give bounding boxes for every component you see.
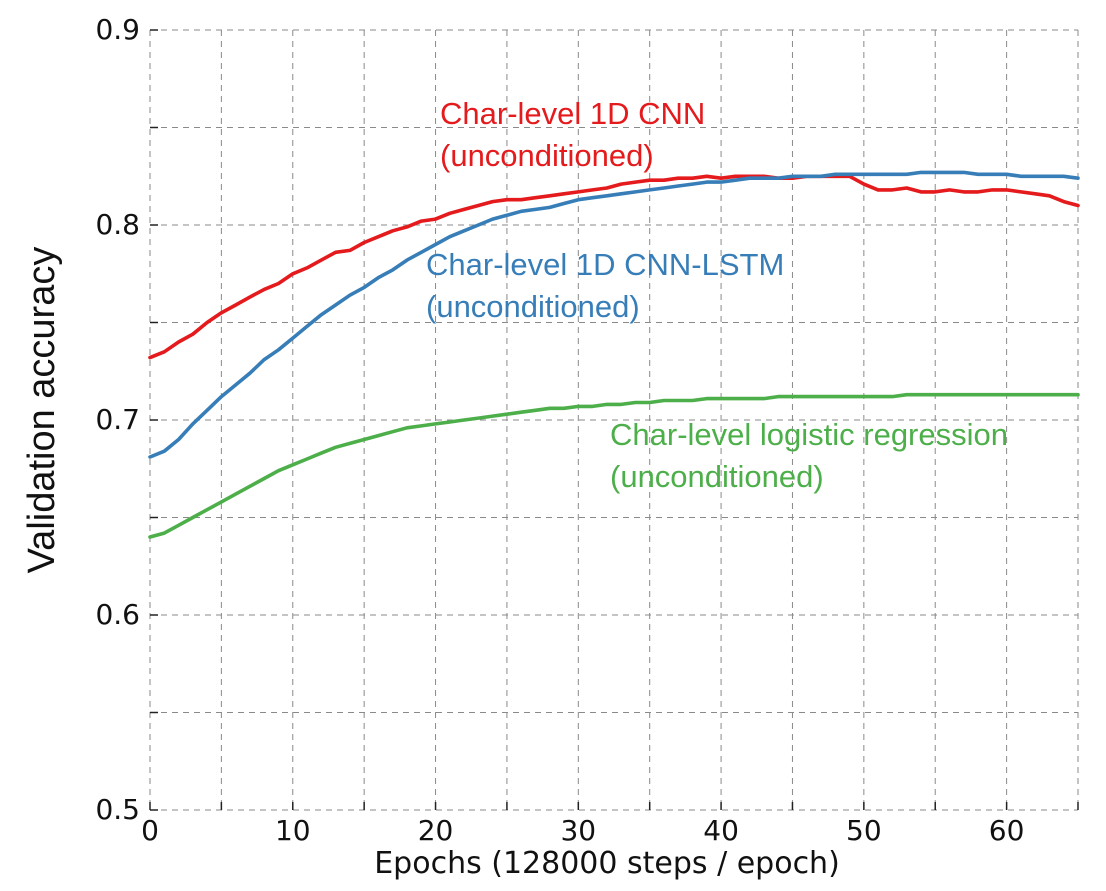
x-tick-label: 20 [418,814,454,847]
x-tick-label: 60 [989,814,1025,847]
y-tick-label: 0.5 [95,793,140,826]
y-tick-label: 0.8 [95,208,140,241]
series-line-cnn [148,174,1080,360]
series-label-cnn-lstm: Char-level 1D CNN-LSTM (unconditioned) [426,247,793,324]
series-lines [148,170,1080,539]
x-tick-label: 10 [275,814,311,847]
series-label-logreg: Char-level logistic regression (uncondit… [610,417,1017,494]
y-tick-label: 0.7 [95,403,140,436]
series-label-cnn-line2: (unconditioned) [440,138,654,173]
axis-ticks [149,29,1079,811]
series-label-cnn-line1: Char-level 1D CNN [440,96,705,131]
x-tick-label: 30 [560,814,596,847]
tick-labels: 0 10 20 30 40 50 60 0.5 0.6 0.7 0.8 0.9 [95,13,1024,847]
x-axis-title: Epochs (128000 steps / epoch) [374,846,840,881]
x-tick-label: 0 [141,814,159,847]
y-tick-label: 0.6 [95,598,140,631]
series-label-logreg-line1: Char-level logistic regression [610,417,1008,452]
series-label-cnn: Char-level 1D CNN (unconditioned) [440,96,714,173]
series-line-cnn-lstm [148,170,1080,459]
x-tick-label: 40 [703,814,739,847]
y-axis-title: Validation accuracy [21,247,63,574]
series-label-logreg-line2: (unconditioned) [610,459,824,494]
series-line-logreg [148,392,1080,539]
x-tick-label: 50 [846,814,882,847]
series-label-cnn-lstm-line2: (unconditioned) [426,289,640,324]
grid-lines [149,29,1079,811]
series-label-cnn-lstm-line1: Char-level 1D CNN-LSTM [426,247,784,282]
y-tick-label: 0.9 [95,13,140,46]
